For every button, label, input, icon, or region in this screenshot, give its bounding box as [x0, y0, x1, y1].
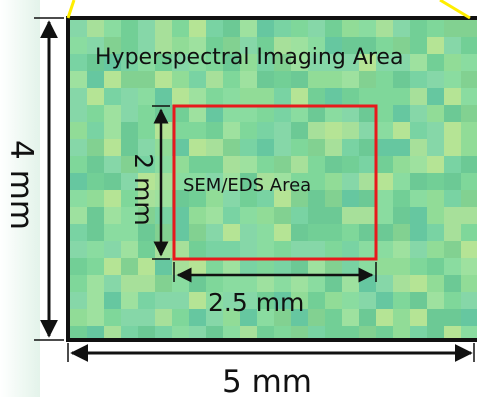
hyperspectral-map	[70, 20, 477, 338]
hyperspectral-area-label: Hyperspectral Imaging Area	[95, 45, 404, 70]
sem-eds-area-border	[172, 104, 378, 261]
hyperspectral-area-border	[66, 16, 477, 342]
sem-eds-area-label: SEM/EDS Area	[183, 175, 312, 196]
connector-line-right	[439, 0, 471, 20]
left-background-strip	[0, 0, 40, 397]
outer-height-label: 4 mm	[2, 140, 39, 230]
inner-height-label: 2 mm	[128, 153, 158, 226]
outer-width-label: 5 mm	[222, 364, 312, 400]
inner-width-label: 2.5 mm	[208, 288, 305, 317]
connector-line-left	[66, 0, 76, 19]
